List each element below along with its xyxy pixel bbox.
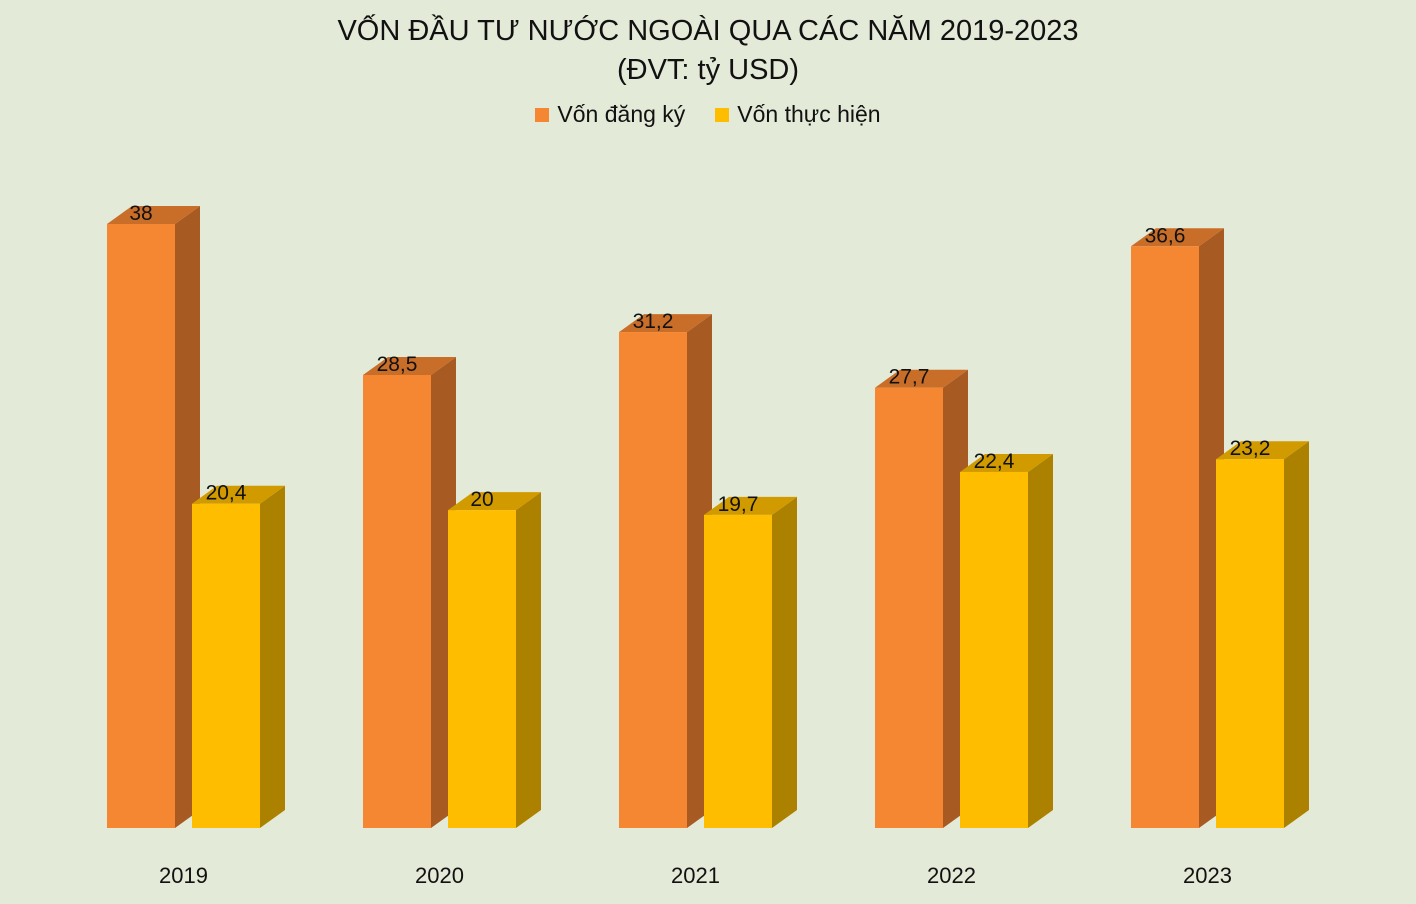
x-tick-label-2021: 2021 — [671, 863, 720, 888]
chart-subtitle: (ĐVT: tỷ USD) — [616, 54, 800, 86]
bar-2022-series-2 — [960, 453, 1053, 828]
legend-swatch-von-thuc-hien — [715, 107, 730, 122]
bar-front-2021-series-2 — [704, 514, 772, 828]
bar-top-2022-series-1 — [875, 369, 968, 388]
data-label-2023-series-1: 36,6 — [1145, 224, 1186, 247]
bar-top-2023-series-1 — [1131, 228, 1224, 247]
bar-group-2022: 27,7 22,4 2022 — [875, 366, 1053, 888]
bar-side-2020-series-2 — [516, 492, 541, 828]
bar-side-2021-series-2 — [772, 496, 797, 828]
legend-label-von-thuc-hien: Vốn thực hiện — [737, 101, 881, 127]
bar-front-2021-series-1 — [619, 332, 687, 828]
bar-front-2023-series-1 — [1131, 246, 1199, 828]
bar-front-2019-series-2 — [192, 503, 260, 828]
data-label-2019-series-1: 38 — [129, 202, 152, 225]
legend: Vốn đăng ký Vốn thực hiện — [0, 101, 1416, 128]
data-label-2019-series-2: 20,4 — [206, 482, 247, 505]
bar-2021-series-1 — [619, 314, 712, 828]
bar-top-2022-series-2 — [960, 453, 1053, 472]
bar-front-2020-series-1 — [363, 375, 431, 828]
data-label-2023-series-2: 23,2 — [1230, 437, 1271, 460]
x-tick-label-2022: 2022 — [927, 863, 976, 888]
x-tick-label-2023: 2023 — [1183, 863, 1232, 888]
bar-front-2019-series-1 — [107, 224, 175, 828]
bar-top-2019-series-1 — [107, 206, 200, 224]
bar-2023-series-1 — [1131, 228, 1224, 828]
legend-item-von-dang-ky: Vốn đăng ký — [535, 101, 685, 128]
bar-top-2020-series-2 — [448, 492, 541, 511]
data-label-2022-series-1: 27,7 — [889, 366, 930, 389]
bar-side-2023-series-2 — [1284, 441, 1309, 828]
bar-side-2019-series-2 — [260, 485, 285, 828]
x-tick-label-2019: 2019 — [159, 863, 208, 888]
bar-2020-series-1 — [363, 357, 456, 828]
bar-top-2021-series-2 — [704, 496, 797, 515]
legend-item-von-thuc-hien: Vốn thực hiện — [715, 101, 881, 128]
bar-group-2021: 31,2 19,7 2021 — [619, 310, 797, 888]
bar-group-2023: 36,6 23,2 2023 — [1131, 224, 1309, 888]
bar-2022-series-1 — [875, 369, 968, 828]
chart-title: VỐN ĐẦU TƯ NƯỚC NGOÀI QUA CÁC NĂM 2019-2… — [337, 15, 1079, 47]
bar-top-2021-series-1 — [619, 314, 712, 333]
bar-side-2022-series-2 — [1028, 453, 1053, 828]
data-label-2020-series-1: 28,5 — [377, 353, 418, 376]
bar-2019-series-1 — [107, 206, 200, 828]
bar-front-2022-series-1 — [875, 387, 943, 828]
bar-top-2023-series-2 — [1216, 441, 1309, 460]
data-label-2022-series-2: 22,4 — [974, 450, 1015, 473]
bar-front-2023-series-2 — [1216, 459, 1284, 828]
bar-front-2020-series-2 — [448, 510, 516, 828]
data-label-2021-series-1: 31,2 — [633, 310, 674, 333]
bar-top-2020-series-1 — [363, 357, 456, 375]
bar-2021-series-2 — [704, 496, 797, 828]
legend-label-von-dang-ky: Vốn đăng ký — [557, 101, 686, 127]
bar-2023-series-2 — [1216, 441, 1309, 828]
data-label-2020-series-2: 20 — [470, 488, 493, 511]
data-label-2021-series-2: 19,7 — [718, 493, 759, 516]
legend-swatch-von-dang-ky — [535, 107, 550, 122]
bar-front-2022-series-2 — [960, 471, 1028, 828]
x-tick-label-2020: 2020 — [415, 863, 464, 888]
bar-group-2019: 38 20,4 2019 — [107, 202, 285, 888]
bar-2019-series-2 — [192, 485, 285, 828]
bar-top-2019-series-2 — [192, 485, 285, 504]
bar-2020-series-2 — [448, 492, 541, 828]
